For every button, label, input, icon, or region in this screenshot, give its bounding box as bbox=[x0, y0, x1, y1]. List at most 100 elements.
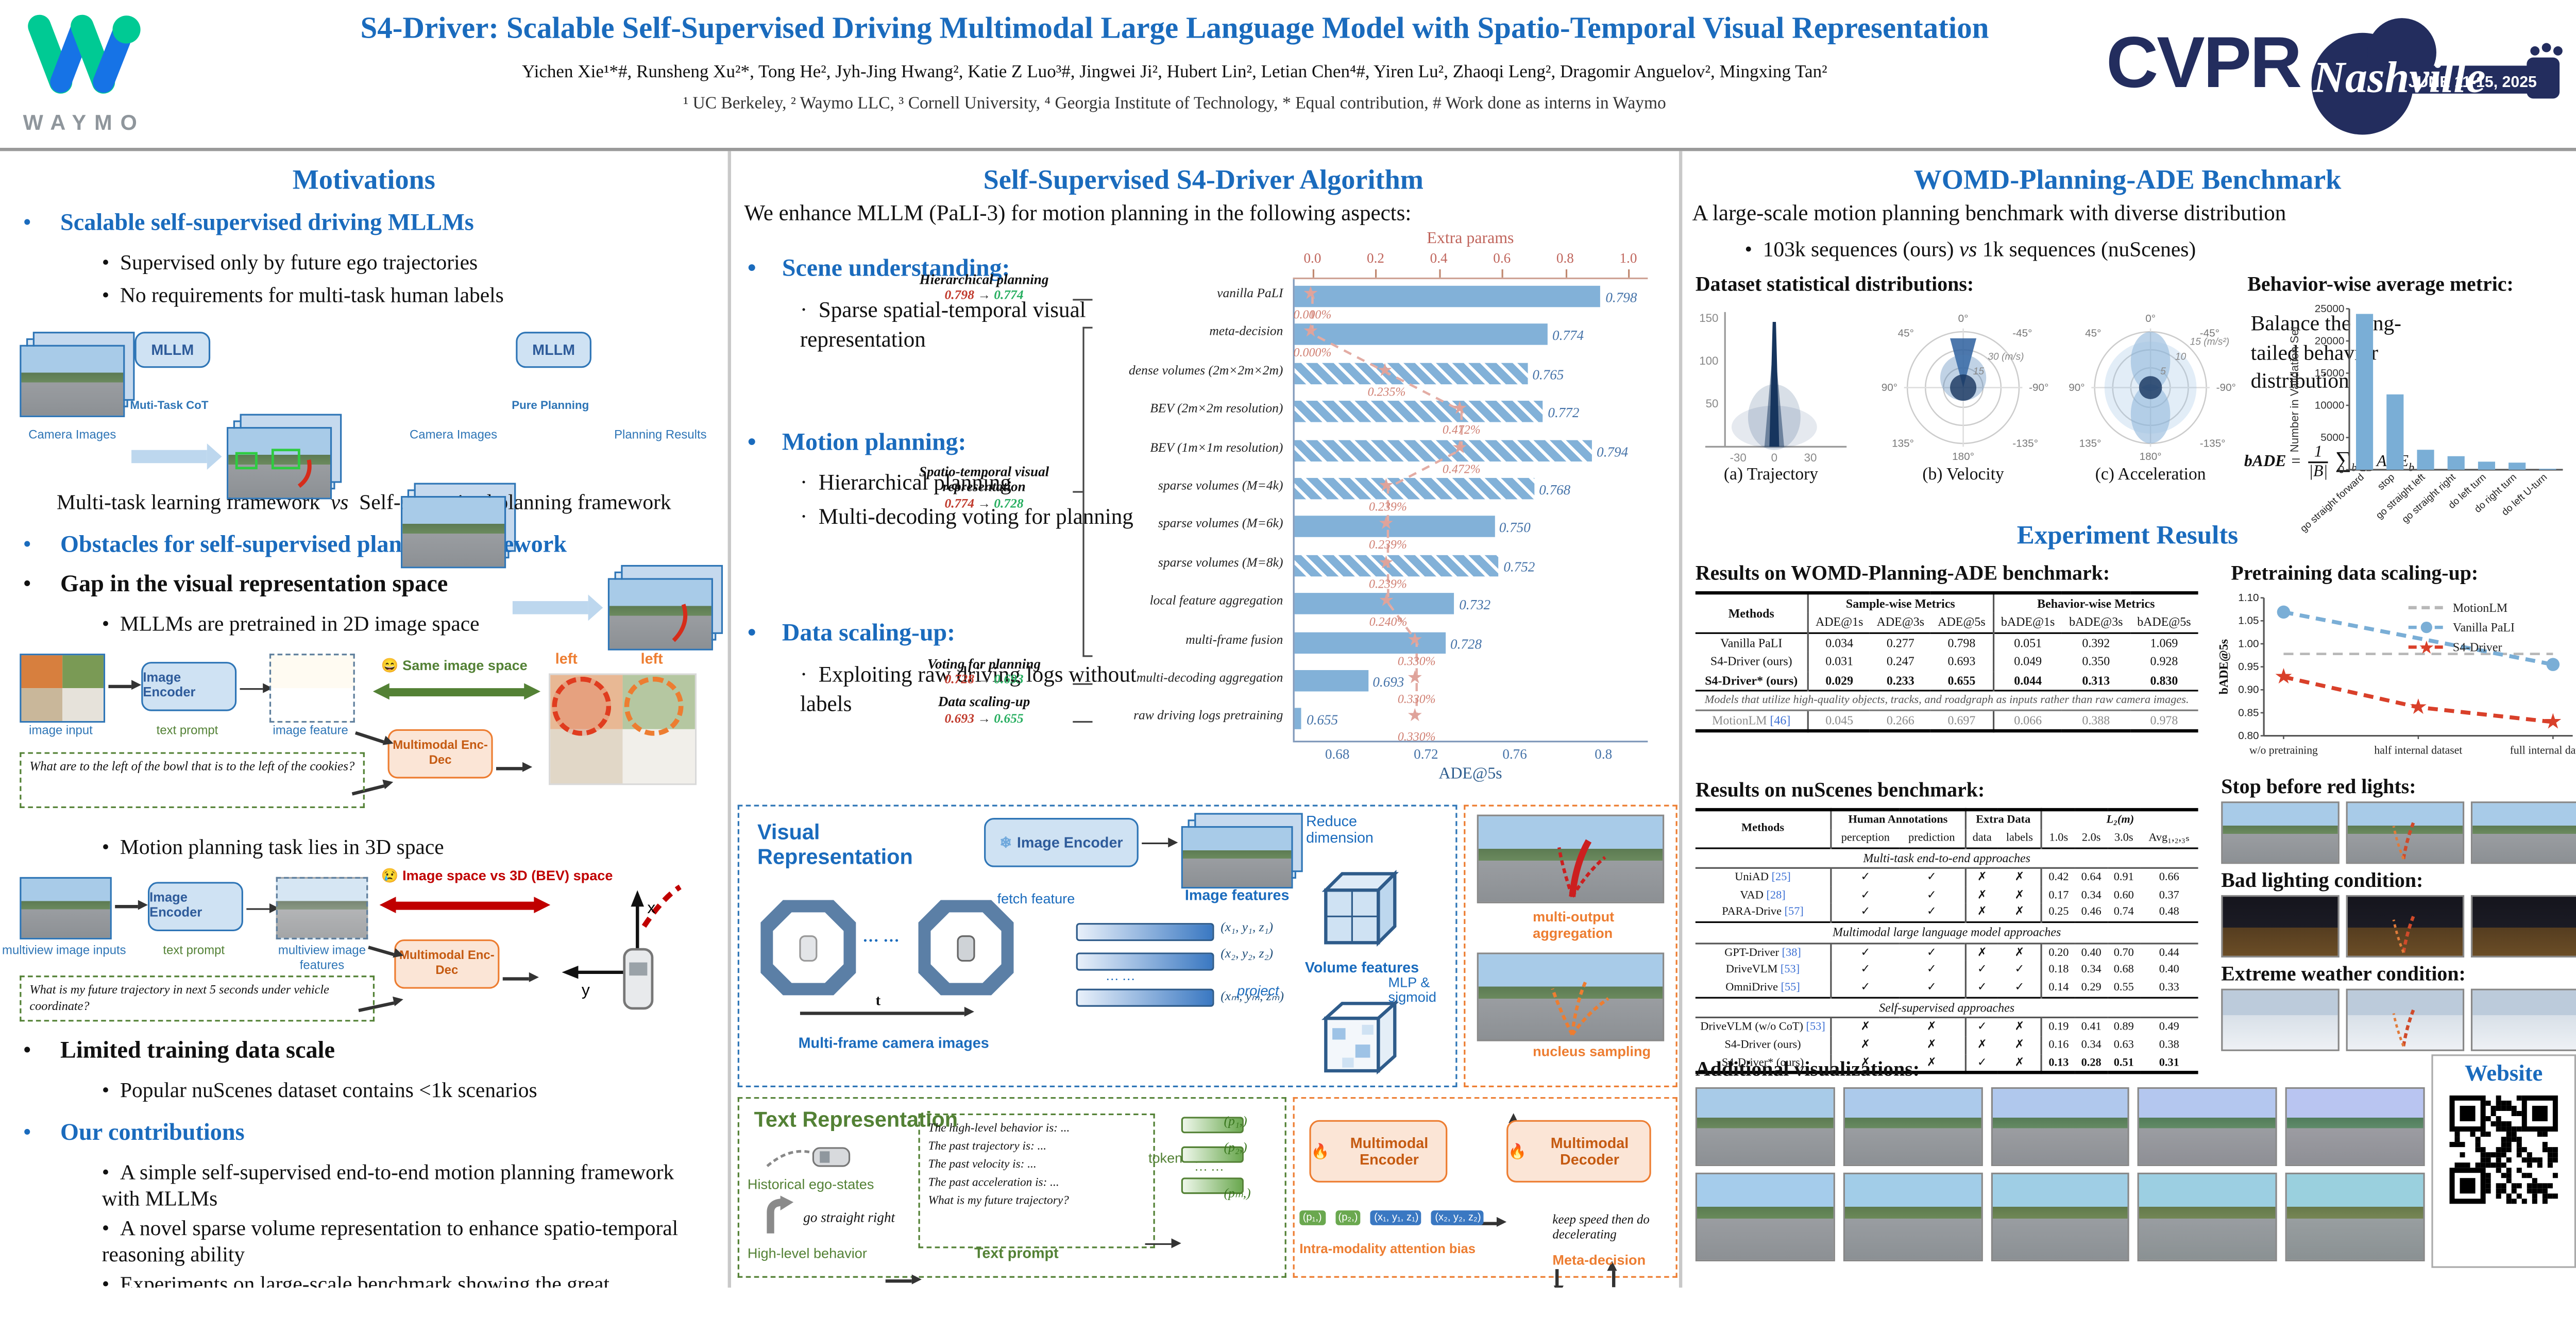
qr-module bbox=[2480, 1157, 2486, 1163]
behavior-ytick: 20000 bbox=[2315, 335, 2345, 347]
table-group-header: Methods Sample-wise Metrics Behavior-wise … bbox=[1695, 593, 2198, 633]
axis-line bbox=[1293, 277, 1648, 280]
visualization-photo bbox=[2138, 1172, 2278, 1261]
angle-label: 0° bbox=[2145, 313, 2156, 324]
qr-module bbox=[2552, 1157, 2558, 1163]
qr-module bbox=[2485, 1100, 2491, 1106]
tick-mark bbox=[1312, 269, 1314, 278]
prompt-line: The high-level behavior is: ... bbox=[928, 1120, 1070, 1135]
qr-code[interactable] bbox=[2449, 1095, 2558, 1204]
table-row: UniAD [25] ✓ ✓ ✗ ✗ 0.42 0.64 0.91 0.66 bbox=[1695, 868, 2198, 886]
aspect-2-item-1: · Hierarchical planning bbox=[800, 469, 1011, 494]
behavior-ylabel: Number in Validation Set bbox=[2288, 326, 2301, 452]
qr-module bbox=[2490, 1121, 2496, 1127]
qr-module bbox=[2506, 1193, 2512, 1199]
visualization-photo bbox=[1843, 1087, 1982, 1167]
qr-module bbox=[2537, 1188, 2543, 1194]
group-connector bbox=[1073, 682, 1093, 684]
coord-label-3: (xₘ, yₘ, zₘ) bbox=[1221, 988, 1284, 1004]
behavior-bar bbox=[2355, 314, 2374, 470]
scaling-ytick: 0.90 bbox=[2238, 684, 2259, 696]
road-photo bbox=[2221, 801, 2340, 864]
acceleration-plot: 0° 45° -45° 90° -90° 135° -135° 180° 5 10 15 (m/s²… bbox=[2060, 302, 2241, 486]
aspect-3-item-1: · Exploiting raw driving logs without la… bbox=[800, 662, 1137, 715]
marker: ★ bbox=[2274, 664, 2293, 688]
camera-photo bbox=[20, 345, 125, 417]
header: WAYMO S4-Driver: Scalable Self-Supervise… bbox=[0, 0, 2576, 151]
star-marker: ★ bbox=[1378, 591, 1395, 611]
arrow bbox=[108, 681, 142, 689]
extra-params-pct-label: 0.000% bbox=[1293, 345, 1332, 361]
limited-title: Limited training data scale bbox=[60, 1038, 335, 1065]
p-token-bars: ··· ··· bbox=[1181, 1117, 1244, 1194]
additional-title: Additional visualizations: bbox=[1695, 1057, 1920, 1081]
poster: WAYMO S4-Driver: Scalable Self-Supervise… bbox=[0, 0, 2576, 1288]
space3d-item: • Motion planning task lies in 3D space bbox=[101, 834, 444, 859]
benchmark-heading: WOMD-Planning-ADE Benchmark bbox=[1913, 164, 2342, 196]
contrib-item-2: • A novel sparse volume representation t… bbox=[101, 1215, 679, 1267]
aspect-3-title: Data scaling-up: bbox=[782, 621, 956, 647]
qr-module bbox=[2516, 1110, 2522, 1117]
motivations-heading: Motivations bbox=[292, 164, 435, 196]
qr-module bbox=[2460, 1152, 2465, 1158]
qr-dino-icon bbox=[2511, 1137, 2517, 1142]
affiliations: ¹ UC Berkeley, ² Waymo LLC, ³ Cornell Un… bbox=[683, 95, 1666, 114]
ade-tick: 0.72 bbox=[1414, 745, 1438, 762]
qr-module bbox=[2527, 1162, 2532, 1168]
qr-module bbox=[2475, 1147, 2481, 1153]
gap-title: Gap in the visual representation space bbox=[60, 571, 448, 598]
behavior-bar bbox=[2478, 461, 2496, 470]
nuscenes-results-table: Methods Human Annotations Extra Data L₂(m) p… bbox=[1695, 808, 2198, 1076]
legend-label: Vanilla PaLI bbox=[2453, 621, 2515, 635]
arrow-down bbox=[1556, 1268, 1559, 1285]
aspect-1-title-row: • Scene understanding: bbox=[747, 256, 1010, 283]
aspect-2-title-row: • Motion planning: bbox=[747, 430, 967, 457]
qr-module bbox=[2516, 1095, 2522, 1101]
qr-module bbox=[2501, 1173, 2506, 1178]
token-bar bbox=[1181, 1117, 1244, 1134]
bar bbox=[1294, 285, 1601, 307]
qr-module bbox=[2511, 1183, 2517, 1189]
axis-y-label: y bbox=[582, 980, 590, 999]
group-label-text: Spatio-temporal visual representation bbox=[919, 463, 1049, 495]
qr-module bbox=[2480, 1162, 2486, 1168]
arrow bbox=[496, 763, 533, 771]
tick-mark bbox=[1438, 269, 1440, 278]
qualitative-sections: Stop before red lights: Bad lighting cond… bbox=[2221, 775, 2576, 1054]
extra-params-pct-label: 0.330% bbox=[1397, 653, 1436, 668]
extra-params-pct-label: 0.472% bbox=[1442, 422, 1481, 437]
star-marker: ★ bbox=[1377, 361, 1393, 381]
red-trajectory-icon bbox=[1557, 839, 1606, 898]
qr-module bbox=[2552, 1147, 2558, 1153]
fetch-feature-label: fetch feature bbox=[997, 890, 1075, 907]
text-prompt-caption: text prompt bbox=[156, 723, 218, 738]
xyz-token-bars: ··· ··· bbox=[1076, 923, 1214, 1007]
multimodal-encoder-box: 🔥 Multimodal Encoder bbox=[1309, 1120, 1448, 1183]
qr-dino-icon bbox=[2496, 1157, 2501, 1163]
table-row: DriveVLM (w/o CoT) [53] ✗ ✗ ✓ ✗ 0.19 0.41 0.89 0… bbox=[1695, 1018, 2198, 1036]
qr-module bbox=[2485, 1178, 2491, 1184]
planning-results-stack bbox=[607, 564, 723, 651]
qr-module bbox=[2537, 1162, 2543, 1168]
qr-module bbox=[2460, 1142, 2465, 1148]
extra-params-pct-label: 0.000% bbox=[1293, 307, 1332, 322]
result-photo bbox=[227, 427, 332, 500]
extra-params-tick: 0.8 bbox=[1556, 249, 1574, 266]
change-to: 0.693 bbox=[994, 672, 1024, 688]
token-bar bbox=[1076, 952, 1214, 971]
qr-module bbox=[2511, 1110, 2517, 1117]
limited-item: • Popular nuScenes dataset contains <1k … bbox=[101, 1077, 537, 1102]
behavior-bar bbox=[2509, 463, 2526, 470]
arrow bbox=[246, 903, 280, 911]
prompt-line: What is my future trajectory? bbox=[928, 1192, 1069, 1207]
bar-category-label: multi-frame fusion bbox=[1185, 631, 1283, 647]
website-box[interactable]: Website bbox=[2431, 1054, 2576, 1268]
extra-params-pct-label: 0.330% bbox=[1397, 730, 1436, 745]
framework-figure: Camera Images MLLM Muti-Task CoT Multi-t… bbox=[13, 322, 723, 651]
visualization-photo bbox=[2285, 1172, 2425, 1261]
bento-output: left left bbox=[539, 651, 703, 789]
extra-params-tick: 0.2 bbox=[1367, 249, 1384, 266]
table-row: S4-Driver (ours) ✗ ✗ ✗ ✗ 0.16 0.34 0.63 0.38 bbox=[1695, 1036, 2198, 1054]
svg-text:★: ★ bbox=[2418, 638, 2434, 658]
angle-label: 90° bbox=[1882, 382, 1897, 393]
